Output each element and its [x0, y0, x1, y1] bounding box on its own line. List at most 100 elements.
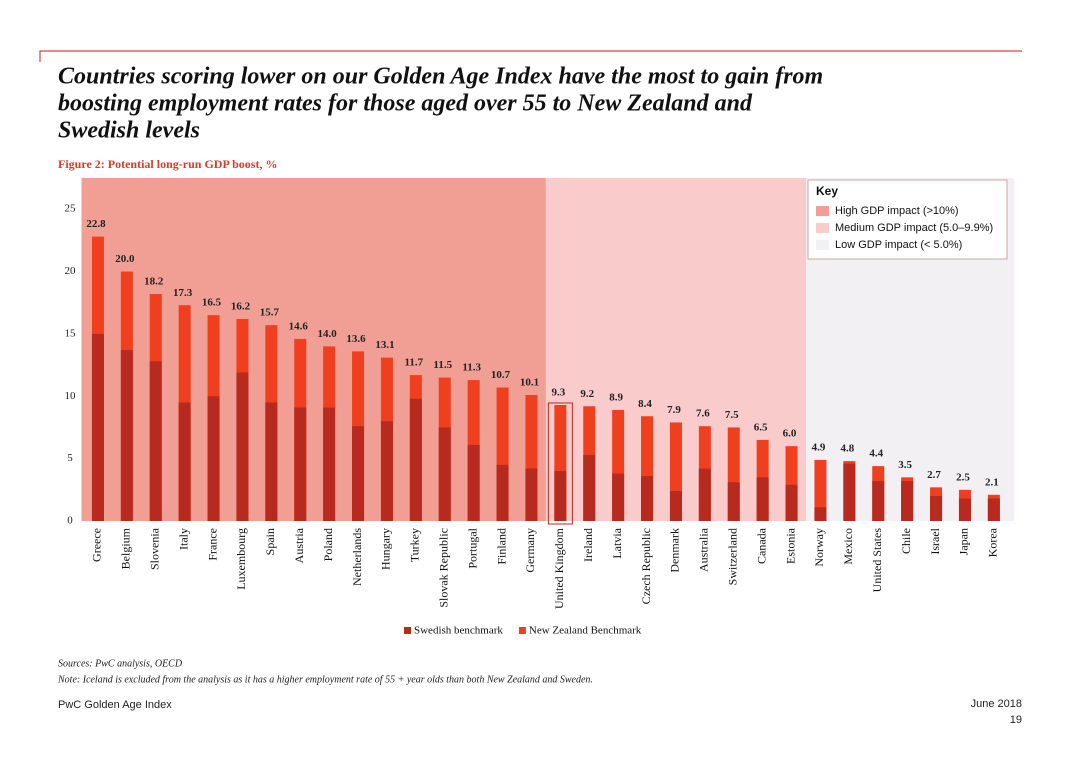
- value-label: 6.5: [754, 421, 768, 433]
- bar: [323, 407, 336, 521]
- value-label: 14.6: [289, 320, 309, 332]
- title-line: boosting employment rates for those aged…: [58, 91, 753, 117]
- x-tick-label: Denmark: [668, 528, 682, 573]
- value-label: 18.2: [144, 276, 164, 288]
- key-label: Medium GDP impact (5.0–9.9%): [835, 222, 993, 234]
- x-tick-label: Norway: [812, 528, 826, 567]
- x-tick-label: Netherlands: [350, 528, 364, 586]
- x-tick-label: Germany: [523, 528, 537, 573]
- bar: [583, 454, 596, 521]
- x-tick-label: United States: [870, 528, 884, 593]
- x-tick-label: Slovenia: [148, 527, 162, 570]
- legend-label: Swedish benchmark: [414, 625, 503, 637]
- bar: [814, 507, 827, 521]
- bar: [872, 481, 885, 521]
- bar: [901, 481, 914, 521]
- x-tick-label: France: [205, 528, 219, 561]
- bar: [930, 496, 943, 521]
- bar: [525, 468, 538, 521]
- x-tick-label: Turkey: [408, 528, 422, 562]
- bar: [554, 471, 567, 521]
- bar: [207, 396, 220, 521]
- value-label: 10.7: [491, 369, 511, 381]
- title-line: Countries scoring lower on our Golden Ag…: [58, 64, 823, 90]
- value-label: 3.5: [898, 459, 912, 471]
- bar: [987, 498, 1000, 521]
- bar: [669, 491, 682, 521]
- x-tick-label: Spain: [263, 528, 277, 555]
- bar: [352, 426, 365, 521]
- x-tick-label: Japan: [957, 528, 971, 555]
- x-tick-label: Ireland: [581, 528, 595, 562]
- bar: [698, 468, 711, 521]
- key: Key High GDP impact (>10%) Medium GDP impa…: [807, 179, 1008, 260]
- x-tick-label: Luxembourg: [234, 528, 248, 590]
- value-label: 7.5: [725, 409, 739, 421]
- value-label: 2.1: [985, 476, 999, 488]
- subtitle: Figure 2: Potential long-run GDP boost, …: [58, 157, 277, 171]
- key-swatch: [816, 206, 829, 216]
- value-label: 22.8: [86, 218, 106, 230]
- y-tick-label: 25: [65, 203, 77, 215]
- value-label: 2.5: [956, 471, 970, 483]
- bar: [612, 473, 625, 521]
- value-label: 6.0: [783, 428, 797, 440]
- bar: [727, 482, 740, 521]
- sources: Sources: PwC analysis, OECD: [58, 658, 183, 669]
- x-tick-label: Slovak Republic: [437, 528, 451, 608]
- x-tick-label: Mexico: [841, 528, 855, 565]
- highlight-box: [547, 402, 573, 525]
- footer-date: June 2018: [971, 698, 1022, 710]
- x-tick-label: Israel: [928, 527, 942, 554]
- x-tick-label: Switzerland: [726, 528, 740, 585]
- value-label: 13.6: [346, 333, 366, 345]
- value-label: 14.0: [318, 328, 338, 340]
- value-label: 16.2: [231, 300, 251, 312]
- key-swatch: [816, 223, 829, 233]
- bar: [91, 333, 104, 521]
- x-tick-label: Chile: [899, 528, 913, 554]
- value-label: 11.7: [405, 357, 424, 369]
- x-tick-label: Finland: [494, 528, 508, 565]
- value-label: 16.5: [202, 297, 222, 309]
- value-label: 17.3: [173, 287, 193, 299]
- bar: [236, 372, 249, 521]
- note: Note: Iceland is excluded from the analy…: [57, 674, 593, 685]
- value-label: 13.1: [375, 339, 394, 351]
- value-label: 4.8: [840, 443, 854, 455]
- value-label: 9.2: [580, 388, 594, 400]
- x-tick-label: Austria: [292, 527, 306, 563]
- y-tick-label: 0: [67, 515, 73, 527]
- title-line: Swedish levels: [58, 118, 200, 144]
- value-label: 7.9: [667, 404, 681, 416]
- bar: [814, 459, 827, 521]
- bar: [120, 350, 133, 521]
- x-tick-label: Korea: [986, 527, 1000, 557]
- x-tick-label: Latvia: [610, 527, 624, 558]
- bar: [785, 484, 798, 521]
- key-label: High GDP impact (>10%): [835, 205, 959, 217]
- legend-swatch: [518, 627, 526, 634]
- value-label: 8.9: [609, 392, 623, 404]
- bar: [265, 402, 278, 521]
- bar: [149, 361, 162, 521]
- value-label: 4.4: [869, 448, 883, 460]
- value-label: 2.7: [927, 469, 941, 481]
- key-swatch: [816, 240, 829, 250]
- top-rule: [39, 50, 1022, 62]
- y-tick-label: 10: [65, 390, 77, 402]
- value-label: 9.3: [551, 387, 565, 399]
- bar: [438, 427, 451, 521]
- value-label: 11.3: [462, 362, 481, 374]
- value-label: 20.0: [115, 253, 135, 265]
- x-tick-label: Estonia: [783, 527, 797, 564]
- value-label: 8.4: [638, 398, 652, 410]
- bar: [843, 463, 856, 521]
- x-tick-label: Greece: [90, 528, 104, 562]
- x-tick-label: Poland: [321, 528, 335, 561]
- x-tick-label: Portugal: [465, 527, 479, 568]
- bar: [756, 477, 769, 521]
- x-tick-label: Belgium: [119, 527, 133, 569]
